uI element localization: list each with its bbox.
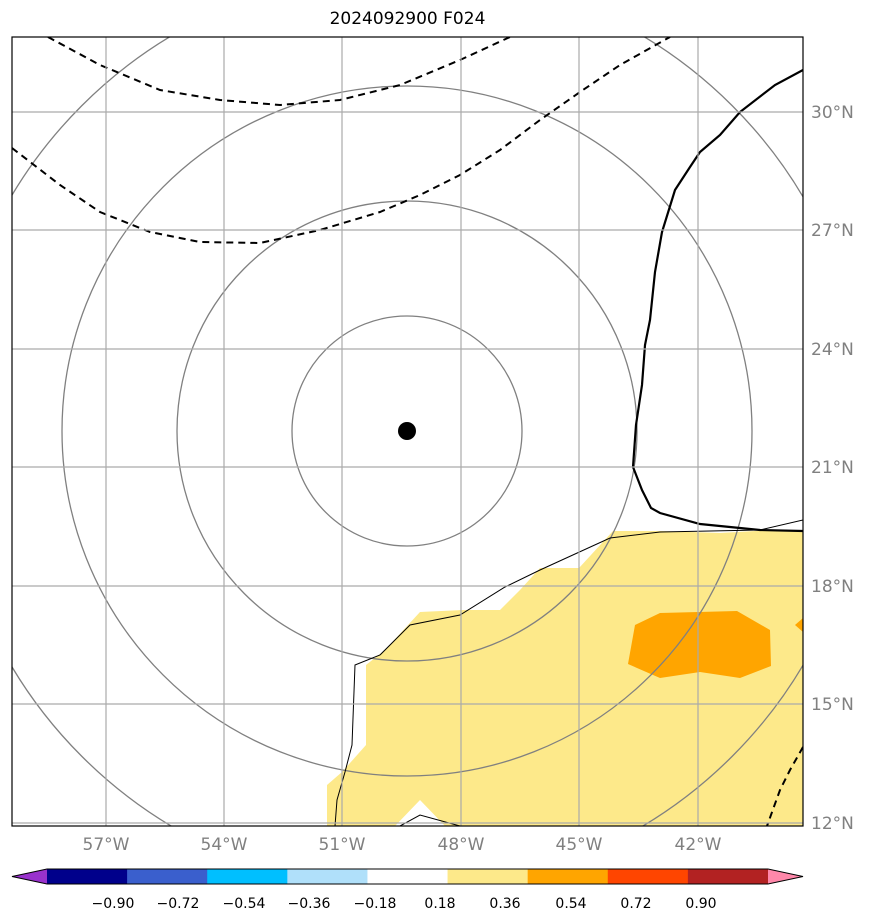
thin-boundary-line-2	[399, 814, 461, 826]
colorbar-segment	[527, 869, 609, 884]
colorbar-segment	[207, 869, 288, 884]
colorbar-tick-label: −0.54	[223, 896, 266, 912]
lon-label: 45°W	[556, 835, 603, 855]
colorbar-tick-label: −0.72	[157, 896, 200, 912]
colorbar-segment	[47, 869, 128, 884]
colorbar-tick-label: 0.18	[424, 896, 455, 912]
solid-contour-line	[631, 69, 803, 533]
dashed-contour-lines	[12, 37, 803, 826]
lat-label: 24°N	[811, 340, 854, 360]
colorbar-extend-high	[768, 869, 803, 884]
colorbar	[11, 868, 804, 885]
colorbar-tick-label: −0.18	[354, 896, 397, 912]
colorbar-outline	[11, 868, 804, 885]
orange-shading-edge	[795, 618, 803, 632]
lat-label: 12°N	[811, 814, 854, 834]
colorbar-segment	[127, 869, 208, 884]
storm-center-marker	[398, 422, 416, 440]
colorbar-tick-label: −0.36	[288, 896, 331, 912]
colorbar-segment	[287, 869, 368, 884]
colorbar-tick-label: 0.90	[685, 896, 716, 912]
lon-label: 57°W	[83, 835, 130, 855]
graticule	[12, 37, 803, 826]
lon-label: 51°W	[319, 835, 366, 855]
thin-boundary-line	[334, 519, 803, 826]
lon-label: 54°W	[201, 835, 248, 855]
colorbar-segment	[687, 869, 769, 884]
colorbar-segment	[447, 869, 529, 884]
lat-label: 21°N	[811, 458, 854, 478]
lat-label: 18°N	[811, 577, 854, 597]
colorbar-tick-label: −0.90	[92, 896, 135, 912]
map-title: 2024092900 F024	[329, 9, 486, 29]
orange-shading-region	[628, 611, 771, 678]
map-frame	[11, 36, 804, 827]
colorbar-tick-label: 0.72	[620, 896, 651, 912]
lat-label: 27°N	[811, 221, 854, 241]
colorbar-segment	[367, 869, 449, 884]
lon-label: 42°W	[675, 835, 722, 855]
colorbar-extend-low	[12, 869, 47, 884]
colorbar-tick-label: 0.36	[489, 896, 520, 912]
light-shading-region	[327, 531, 803, 826]
lon-label: 48°W	[438, 835, 485, 855]
colorbar-segment	[607, 869, 689, 884]
lat-label: 30°N	[811, 103, 854, 123]
lat-label: 15°N	[811, 695, 854, 715]
colorbar-tick-label: 0.54	[555, 896, 586, 912]
